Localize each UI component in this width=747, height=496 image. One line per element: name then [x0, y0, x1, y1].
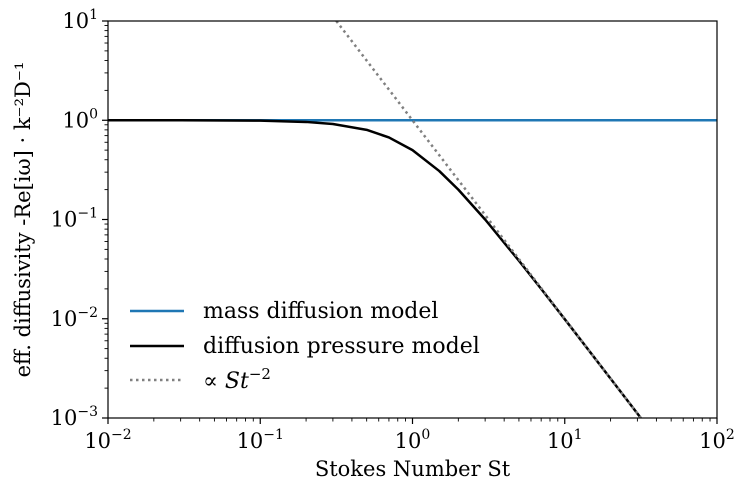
y-tick-label: 10−2 — [51, 305, 98, 331]
series-line-diffusion-pressure-model — [108, 119, 642, 418]
series-layer — [108, 21, 717, 418]
y-tick-label: 10−3 — [51, 404, 98, 430]
plot-area — [108, 21, 717, 418]
y-tick-label: 100 — [62, 106, 98, 132]
x-tick-label: 102 — [699, 427, 735, 453]
y-tick-label: 101 — [62, 7, 98, 33]
y-tick-label: 10−1 — [51, 206, 98, 232]
x-axis-label: Stokes Number St — [315, 457, 511, 481]
legend-label-mass-diffusion: mass diffusion model — [203, 299, 438, 324]
major-ticks — [102, 20, 718, 424]
x-tick-label: 100 — [395, 427, 431, 453]
legend: mass diffusion model diffusion pressure … — [130, 299, 480, 394]
y-axis-label: eff. diffusivity -Re[iω] · k⁻²D⁻¹ — [11, 62, 35, 378]
plot-frame — [107, 20, 718, 419]
legend-label-power-law-var: St — [225, 369, 249, 394]
x-tick-labels: 10−2 10−1 100 101 102 — [84, 427, 735, 453]
y-tick-labels: 10−3 10−2 10−1 100 101 — [51, 7, 98, 430]
legend-label-power-law-prefix: ∝ — [203, 369, 225, 394]
legend-label-power-law-exp: −2 — [249, 365, 271, 383]
x-tick-label: 101 — [547, 427, 583, 453]
x-tick-label: 10−1 — [237, 427, 284, 453]
legend-label-power-law: ∝ St−2 — [203, 365, 271, 394]
legend-label-diffusion-pressure: diffusion pressure model — [203, 334, 480, 359]
x-tick-label: 10−2 — [84, 427, 131, 453]
